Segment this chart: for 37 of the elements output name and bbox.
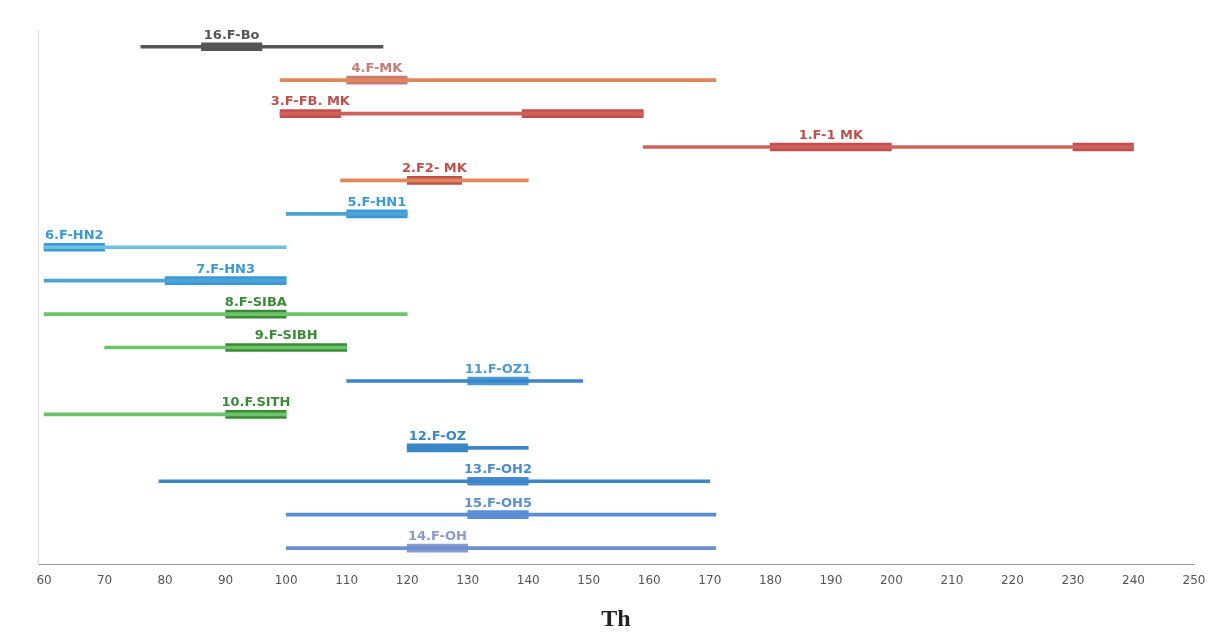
y-tick-label: 12.F-OZ <box>408 427 467 443</box>
x-tick-label: 100 <box>274 573 298 588</box>
x-tick-label: 120 <box>395 573 419 588</box>
y-tick-label: 10.F.SITH <box>221 394 291 410</box>
y-tick-label: 13.F-OH2 <box>464 461 532 477</box>
y-tick-label: 16.F-Bo <box>203 26 260 42</box>
x-tick-label: 200 <box>879 573 903 588</box>
y-tick-label: 7.F-HN3 <box>196 260 255 276</box>
x-tick-label: 160 <box>637 573 661 588</box>
x-tick-label: 230 <box>1061 573 1085 588</box>
y-tick-label: 9.F-SIBH <box>254 327 318 343</box>
y-tick-label: 2.F2- MK <box>402 160 468 176</box>
y-tick-label: 5.F-HN1 <box>347 193 407 209</box>
x-tick-label: 250 <box>1182 573 1206 588</box>
y-tick-label: 11.F-OZ1 <box>464 360 532 376</box>
x-tick-label: 240 <box>1122 573 1145 588</box>
x-tick-label: 90 <box>217 573 234 588</box>
x-tick-label: 190 <box>819 573 843 588</box>
y-tick-label: 15.F-OH5 <box>464 494 532 510</box>
x-tick-label: 220 <box>1000 573 1024 588</box>
x-tick-label: 110 <box>335 573 359 588</box>
x-tick-label: 180 <box>758 573 782 588</box>
x-tick-label: 150 <box>577 573 601 588</box>
y-tick-label: 1.F-1 MK <box>798 126 864 142</box>
x-tick-label: 210 <box>940 573 964 588</box>
x-tick-label: 130 <box>456 573 480 588</box>
x-axis-title: Th <box>601 604 631 631</box>
x-tick-label: 70 <box>96 573 113 588</box>
y-tick-label: 4.F-MK <box>351 60 404 76</box>
y-tick-label: 3.F-FB. MK <box>270 93 351 109</box>
x-tick-label: 60 <box>36 573 52 588</box>
y-tick-label: 14.F-OH <box>408 527 467 543</box>
y-tick-label: 8.F-SIBA <box>224 293 287 309</box>
y-tick-label: 6.F-HN2 <box>44 227 104 243</box>
x-tick-label: 80 <box>157 573 173 588</box>
x-tick-label: 170 <box>698 573 722 588</box>
x-tick-label: 140 <box>516 573 540 588</box>
